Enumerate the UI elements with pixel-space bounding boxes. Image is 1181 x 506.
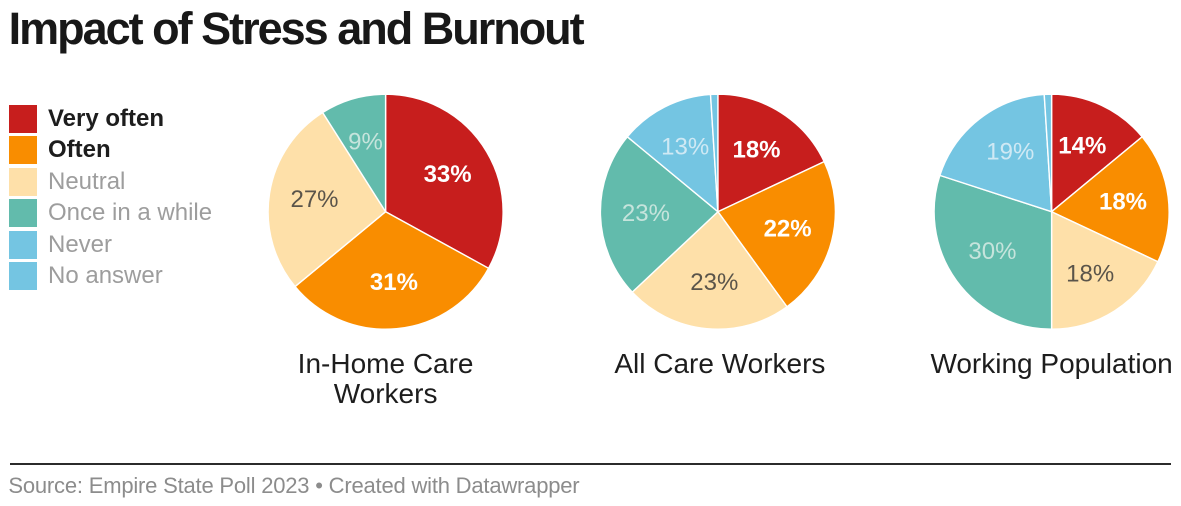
svg-text:23%: 23% bbox=[690, 269, 738, 296]
svg-text:30%: 30% bbox=[968, 238, 1016, 265]
svg-text:23%: 23% bbox=[622, 200, 670, 227]
svg-text:27%: 27% bbox=[290, 186, 338, 213]
svg-text:18%: 18% bbox=[1066, 261, 1114, 288]
svg-text:33%: 33% bbox=[424, 161, 472, 188]
svg-text:9%: 9% bbox=[348, 128, 383, 155]
svg-text:14%: 14% bbox=[1058, 132, 1106, 159]
svg-text:31%: 31% bbox=[370, 269, 418, 296]
svg-text:19%: 19% bbox=[986, 139, 1034, 166]
svg-text:13%: 13% bbox=[661, 133, 709, 160]
svg-text:18%: 18% bbox=[1099, 189, 1147, 216]
svg-text:22%: 22% bbox=[764, 215, 812, 242]
svg-text:18%: 18% bbox=[732, 137, 780, 164]
